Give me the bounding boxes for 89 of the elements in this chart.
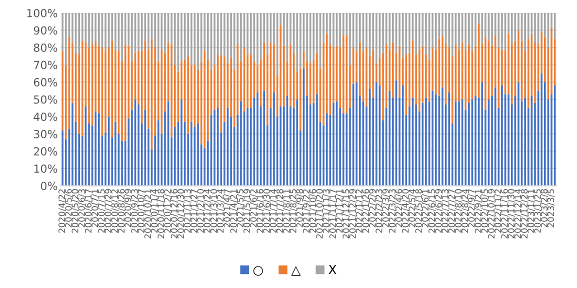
x-tick-label: 2021/9/8 (296, 189, 304, 228)
x-tick-label: 2022/7/13 (442, 189, 450, 233)
x-tick-label: 2021/12/1 (336, 189, 344, 233)
y-tick-label: 80% (34, 43, 58, 52)
x-tick-label: 2023/1/11 (528, 189, 535, 233)
x-tick-label: 2022/3/9 (382, 189, 390, 228)
x-tick-label: 2022/5/4 (408, 189, 416, 228)
x-tick-label: 2021/10/20 (316, 189, 324, 238)
x-tick-label: 2022/1/26 (362, 189, 370, 233)
y-tick-label: 10% (34, 164, 58, 173)
y-tick-label: 50% (34, 95, 58, 104)
x-tick-label: 2020/6/3 (78, 189, 86, 228)
x-tick-label: 2022/10/5 (481, 189, 489, 233)
x-tick-label: 2021/7/14 (270, 189, 278, 233)
legend-label: △ (291, 266, 301, 276)
x-tick-label: 2022/6/15 (428, 189, 436, 233)
y-tick-label: 20% (34, 147, 58, 156)
x-tick-label: 2021/4/7 (224, 189, 231, 228)
x-tick-label: 2020/10/7 (138, 189, 146, 233)
x-tick-label: 2022/11/2 (494, 189, 502, 233)
x-tick-label: 2021/12/29 (349, 189, 357, 238)
x-tick-label: 2021/6/2 (250, 189, 258, 228)
x-tick-label: 2022/11/30 (508, 189, 516, 238)
x-tick-label: 2021/1/13 (184, 189, 192, 233)
x-tick-label: 2021/5/5 (236, 189, 244, 228)
x-tick-label: 2021/4/21 (230, 189, 238, 233)
x-tick-label: 2020/8/12 (111, 189, 119, 233)
x-tick-label: 2020/9/23 (131, 189, 138, 233)
x-tick-label: 2020/12/30 (177, 189, 185, 238)
y-tick-label: 90% (34, 26, 58, 35)
x-tick-label: 2022/1/12 (356, 189, 364, 233)
x-tick-label: 2022/4/20 (402, 189, 410, 233)
x-tick-label: 2022/12/14 (514, 189, 522, 238)
x-tick-label: 2021/11/17 (329, 189, 337, 238)
legend-label: ○ (253, 266, 263, 276)
y-tick-label: 0% (40, 182, 58, 190)
x-tick-label: 2021/1/27 (190, 189, 198, 233)
y-tick-label: 40% (34, 112, 58, 122)
x-tick-label: 2020/12/16 (170, 189, 178, 238)
x-tick-label: 2021/6/30 (263, 189, 271, 233)
y-tick-label: 100% (27, 8, 58, 18)
x-tick-label: 2022/5/18 (415, 189, 423, 233)
y-tick-label: 60% (34, 78, 58, 86)
x-tick-label: 2022/2/23 (376, 189, 383, 233)
y-tick-label: 70% (34, 60, 58, 70)
x-tick-label: 2020/5/6 (65, 189, 72, 228)
x-tick-label: 2022/2/9 (369, 189, 376, 228)
x-tick-label: 2021/10/6 (310, 189, 317, 233)
x-tick-label: 2022/8/24 (462, 189, 469, 233)
x-tick-label: 2022/7/27 (448, 189, 456, 233)
x-tick-label: 2020/10/21 (144, 189, 152, 238)
x-tick-label: 2022/6/29 (435, 189, 442, 233)
x-tick-label: 2021/9/22 (302, 189, 310, 233)
x-tick-label: 2022/11/16 (501, 189, 508, 238)
legend-label: X (328, 265, 336, 274)
x-tick-label: 2021/5/19 (243, 189, 251, 233)
x-tick-label: 2022/10/19 (488, 189, 496, 238)
x-tick-label: 2020/6/17 (84, 189, 92, 233)
x-tick-label: 2021/3/10 (210, 189, 218, 233)
x-tick-label: 2020/9/9 (124, 189, 132, 228)
x-tick-label: 2020/7/15 (98, 189, 106, 233)
x-tick-label: 2023/3/5 (547, 189, 555, 228)
x-tick-label: 2021/7/28 (276, 189, 284, 233)
x-tick-label: 2021/2/10 (197, 189, 205, 233)
x-tick-label: 2021/12/15 (342, 189, 350, 238)
x-tick-label: 2022/8/10 (454, 189, 462, 233)
x-tick-label: 2021/3/24 (217, 189, 224, 233)
x-tick-label: 2021/6/16 (256, 189, 264, 233)
x-tick-label: 2021/8/25 (290, 189, 298, 233)
x-tick-label: 2023/2/8 (540, 189, 548, 228)
x-tick-label: 2022/9/7 (468, 189, 476, 228)
x-tick-label: 2023/1/25 (534, 189, 542, 233)
x-tick-label: 2020/7/29 (104, 189, 112, 233)
x-tick-label: 2022/12/28 (521, 189, 528, 238)
x-tick-label: 2020/11/4 (150, 189, 158, 233)
x-tick-label: 2021/8/11 (283, 189, 290, 233)
x-tick-label: 2022/9/21 (474, 189, 482, 233)
x-tick-label: 2020/12/2 (164, 189, 172, 233)
x-tick-label: 2021/11/3 (322, 189, 330, 233)
x-tick-label: 2020/11/18 (158, 189, 165, 238)
x-tick-label: 2020/5/20 (72, 189, 80, 233)
x-tick-label: 2020/4/22 (58, 189, 66, 233)
x-tick-label: 2021/2/24 (204, 189, 212, 233)
y-tick-label: 30% (34, 130, 58, 138)
x-tick-label: 2020/7/1 (92, 189, 99, 228)
x-tick-label: 2022/3/23 (388, 189, 396, 233)
x-tick-label: 2020/8/26 (118, 189, 126, 233)
x-tick-label: 2022/6/1 (422, 189, 430, 228)
x-tick-label: 2022/4/6 (395, 189, 403, 228)
